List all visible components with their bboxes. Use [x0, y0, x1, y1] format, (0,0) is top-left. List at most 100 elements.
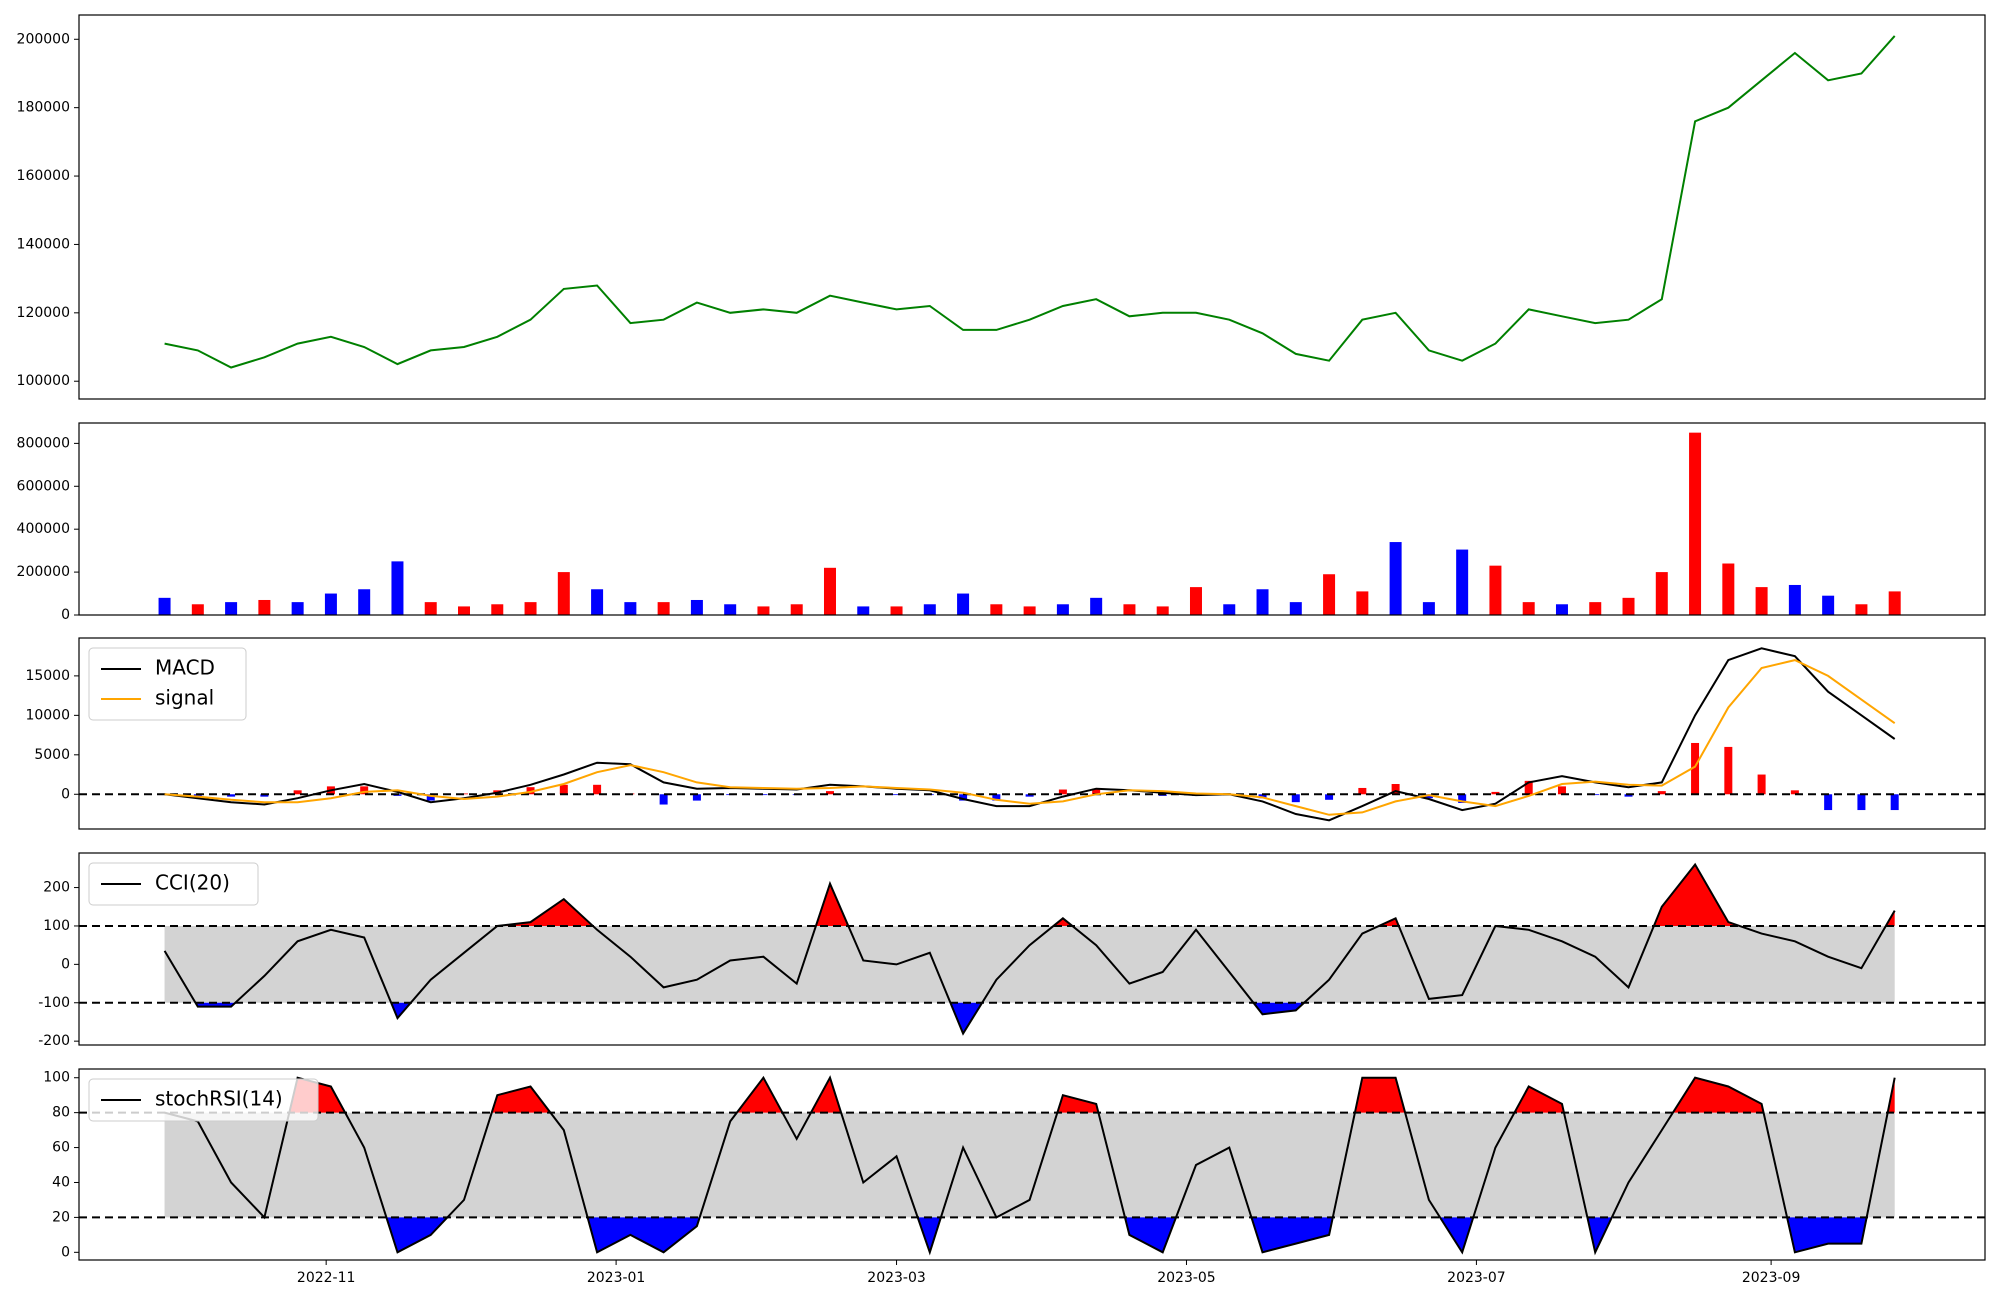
histogram-bar	[659, 794, 668, 805]
y-tick-label: 20	[52, 1209, 70, 1225]
y-tick-label: 200	[43, 880, 70, 896]
volume-bar	[191, 604, 204, 615]
x-tick-label: 2022-11	[297, 1270, 356, 1286]
volume-bar	[823, 567, 836, 615]
volume-bar	[757, 606, 770, 615]
volume-bar	[1788, 584, 1801, 615]
oversold-fill	[164, 1002, 1895, 1034]
legend-label: stochRSI(14)	[155, 1087, 283, 1111]
y-tick-label: 400000	[17, 521, 70, 537]
y-tick-label: -200	[38, 1033, 70, 1049]
y-tick-label: 100000	[17, 373, 70, 389]
volume-bar	[1023, 606, 1036, 615]
y-tick-label: 100	[43, 918, 70, 934]
volume-bar	[1422, 602, 1435, 615]
overbought-fill	[164, 1077, 1895, 1113]
volume-bar	[458, 606, 471, 615]
volume-bar	[1755, 587, 1768, 615]
volume-bar	[1489, 565, 1502, 615]
volume-bar	[1356, 591, 1369, 615]
series-line	[164, 659, 1896, 816]
volume-bar	[1622, 597, 1635, 615]
y-tick-label: 200000	[17, 564, 70, 580]
histogram-bar	[1092, 788, 1101, 795]
y-tick-label: 800000	[17, 435, 70, 451]
volume-bar	[1689, 432, 1702, 615]
volume-bar	[624, 602, 637, 615]
neutral-band	[164, 925, 1895, 1003]
histogram-bar	[825, 791, 834, 795]
histogram-bar	[1691, 742, 1700, 795]
histogram-bar	[992, 794, 1001, 801]
volume-bar	[258, 599, 271, 615]
price-line	[164, 35, 1896, 369]
histogram-bar	[1358, 787, 1367, 795]
volume-bar	[1189, 587, 1202, 615]
y-tick-label: 0	[61, 786, 70, 802]
legend-box	[88, 1078, 319, 1122]
histogram-bar	[1790, 790, 1799, 795]
histogram-bar	[1824, 794, 1833, 811]
volume-bar	[790, 604, 803, 615]
oversold-fill	[164, 1217, 1895, 1253]
volume-bar	[1223, 604, 1236, 615]
histogram-bar	[1391, 784, 1400, 795]
legend-box	[88, 862, 259, 906]
volume-bar	[1156, 606, 1169, 615]
histogram-bar	[227, 794, 236, 797]
histogram-bar	[959, 794, 968, 801]
histogram-bar	[1857, 794, 1866, 811]
histogram-bar	[1657, 791, 1666, 795]
volume-bar	[225, 602, 238, 615]
histogram-bar	[1524, 780, 1533, 795]
volume-bar	[1822, 595, 1835, 615]
histogram-bar	[526, 787, 535, 795]
volume-bar	[1090, 597, 1103, 615]
volume-bar	[890, 606, 903, 615]
series-line	[164, 647, 1896, 822]
y-tick-label: 10000	[25, 707, 70, 723]
volume-bar	[1456, 549, 1469, 615]
y-tick-label: 120000	[17, 305, 70, 321]
y-tick-label: 40	[52, 1174, 70, 1190]
histogram-bar	[1624, 794, 1633, 797]
y-tick-label: 0	[61, 956, 70, 972]
x-tick-label: 2023-09	[1742, 1270, 1801, 1286]
volume-bar	[591, 589, 604, 615]
volume-bar	[324, 593, 337, 615]
histogram-bar	[559, 784, 568, 795]
y-tick-label: 15000	[25, 668, 70, 684]
y-tick-label: 5000	[34, 747, 70, 763]
histogram-bar	[1325, 794, 1334, 800]
series-line	[163, 862, 1896, 1036]
y-tick-label: 0	[61, 1244, 70, 1260]
panel-frame	[78, 1068, 1986, 1261]
volume-bar	[1289, 602, 1302, 615]
x-tick-label: 2023-03	[867, 1270, 926, 1286]
volume-bar	[923, 604, 936, 615]
volume-bar	[1389, 542, 1402, 615]
y-tick-label: 60	[52, 1140, 70, 1156]
volume-bar	[491, 604, 504, 615]
y-tick-label: 160000	[17, 168, 70, 184]
volume-bar	[1888, 591, 1901, 615]
histogram-bar	[1724, 746, 1733, 795]
histogram-bar	[1491, 791, 1500, 795]
volume-bar	[690, 599, 703, 615]
histogram-bar	[1291, 794, 1300, 803]
volume-bar	[391, 561, 404, 615]
histogram-bar	[892, 794, 901, 796]
panel-frame	[78, 637, 1986, 830]
histogram-bar	[360, 786, 369, 795]
y-tick-label: 100	[43, 1070, 70, 1086]
y-tick-label: 180000	[17, 100, 70, 116]
legend-label: CCI(20)	[155, 871, 230, 895]
series-line	[164, 1075, 1896, 1256]
volume-bar	[957, 593, 970, 615]
volume-bar	[1323, 574, 1336, 615]
histogram-bar	[1058, 789, 1067, 795]
histogram-bar	[593, 784, 602, 795]
legend-label: signal	[155, 686, 214, 710]
histogram-bar	[1458, 794, 1467, 803]
